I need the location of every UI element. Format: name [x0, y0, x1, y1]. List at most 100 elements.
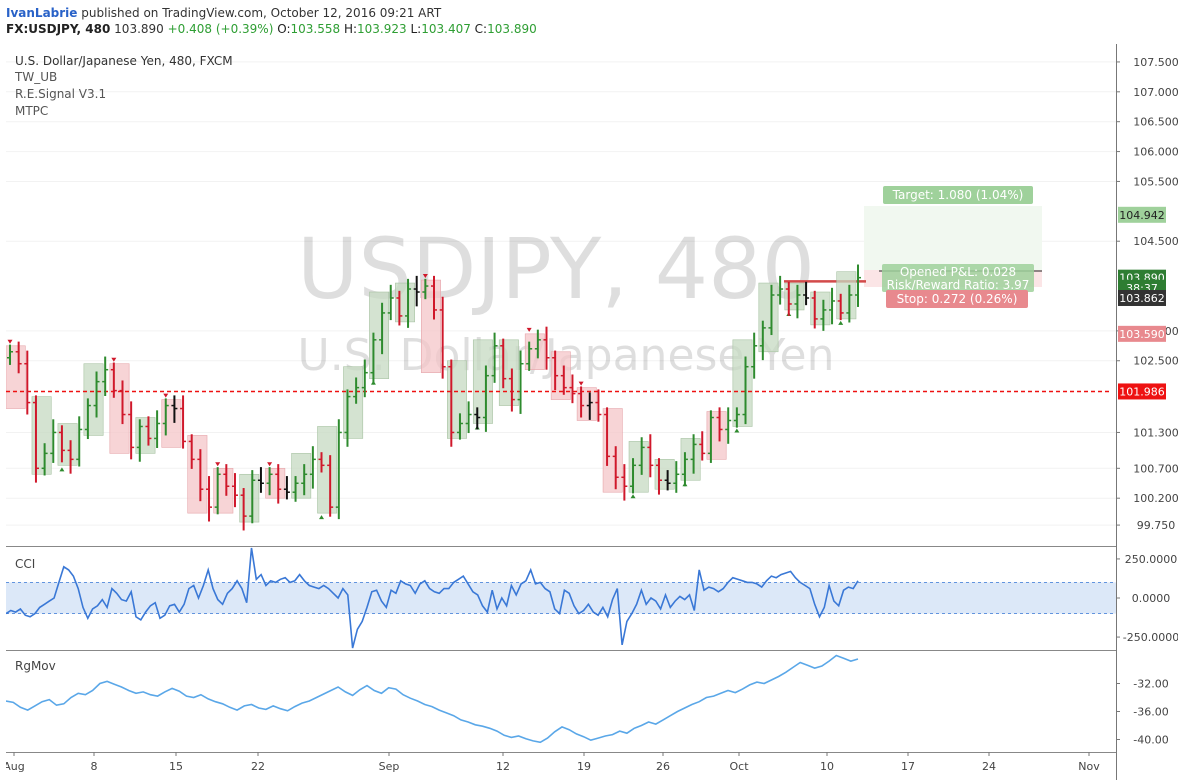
ohlc-line: FX:USDJPY, 480 103.890 +0.408 (+0.39%) O… — [6, 21, 537, 37]
signal-box — [810, 291, 831, 326]
signal-box — [317, 426, 338, 514]
time-tick-label: 10 — [820, 760, 834, 773]
target-zone — [864, 206, 1042, 270]
chart-frame[interactable]: USDJPY, 480 U.S. Dollar/Japanese Yen Tar… — [3, 44, 1179, 780]
price-change: +0.408 (+0.39%) — [167, 22, 274, 36]
price-axis-background — [1116, 44, 1178, 780]
signal-box — [447, 360, 467, 439]
time-tick-label: 17 — [901, 760, 915, 773]
signal-box — [732, 339, 753, 427]
signal-box — [421, 279, 441, 373]
pnl-tag — [882, 264, 1034, 292]
sell-signal-marker — [215, 462, 221, 467]
buy-signal-marker — [630, 494, 636, 499]
open-label: O: — [277, 22, 291, 36]
price-tick-label: 99.750 — [1137, 519, 1176, 532]
buy-signal-marker — [59, 467, 65, 472]
price-gridlines — [6, 61, 1116, 526]
signal-box — [109, 363, 130, 454]
high-value: 103.923 — [357, 22, 407, 36]
signal-box — [239, 473, 260, 523]
time-tick-label: 12 — [496, 760, 510, 773]
price-tick-label: 102.500 — [1133, 355, 1178, 368]
price-tag-label-entry: 103.862 — [1119, 292, 1165, 305]
position-labels: Target: 1.080 (1.04%) Opened P&L: 0.028 … — [882, 186, 1034, 308]
signal-box — [602, 408, 623, 493]
sell-signal-marker — [526, 327, 532, 332]
signal-box — [576, 387, 597, 421]
sell-signal-marker — [163, 393, 169, 398]
stop-tag — [886, 290, 1028, 308]
target-tag — [883, 186, 1033, 204]
low-value: 103.407 — [421, 22, 471, 36]
indicator-resignal[interactable]: R.E.Signal V3.1 — [15, 87, 106, 101]
price-tick-label: 106.500 — [1133, 116, 1178, 129]
cci-pane: CCI — [5, 547, 1116, 649]
signal-box — [472, 339, 493, 424]
buy-signal-marker — [734, 428, 740, 433]
sell-signal-marker — [111, 357, 117, 362]
last-price: 103.890 — [114, 22, 164, 36]
signal-box — [706, 411, 727, 460]
symbol-label[interactable]: FX:USDJPY, 480 — [6, 22, 111, 36]
time-axis[interactable]: Aug 8 15 22 Sep 12 19 26 Oct 10 17 24 Nov — [3, 752, 1100, 773]
stop-label: Stop: 0.272 (0.26%) — [897, 292, 1018, 306]
cci-title: CCI — [15, 557, 35, 571]
price-tick-label: 100.200 — [1133, 492, 1178, 505]
indicator-tick-label: -40.00 — [1133, 734, 1168, 747]
price-tag-label-target: 104.942 — [1119, 209, 1165, 222]
signal-box — [57, 423, 78, 466]
time-tick-label: 19 — [577, 760, 591, 773]
price-axis[interactable]: 107.500 107.000 106.500 106.000 105.500 104.5… — [1116, 44, 1179, 780]
time-tick-label: Sep — [379, 760, 400, 773]
indicator-tick-label: -32.00 — [1133, 678, 1168, 691]
price-tag-label-stop: 103.590 — [1119, 328, 1165, 341]
price-tag-stop — [1118, 325, 1166, 342]
signal-box — [784, 282, 805, 311]
price-tick-label: 106.000 — [1133, 146, 1178, 159]
chart-legend: U.S. Dollar/Japanese Yen, 480, FXCM TW_U… — [14, 54, 233, 118]
chart-header: IvanLabrie published on TradingView.com,… — [0, 0, 1184, 44]
target-label: Target: 1.080 (1.04%) — [892, 188, 1024, 202]
sell-signal-marker — [7, 339, 13, 344]
open-value: 103.558 — [290, 22, 341, 36]
signal-box — [83, 363, 104, 436]
indicator-tw-ub[interactable]: TW_UB — [14, 70, 57, 84]
time-tick-label: Aug — [6, 760, 25, 773]
price-tag-target — [1118, 206, 1166, 223]
close-label: C: — [474, 22, 488, 36]
publish-line: IvanLabrie published on TradingView.com,… — [6, 5, 441, 21]
indicator-mtpc[interactable]: MTPC — [15, 104, 48, 118]
rr-label: Risk/Reward Ratio: 3.97 — [887, 278, 1030, 292]
rgmov-title: RgMov — [15, 659, 56, 673]
signal-box — [498, 339, 519, 406]
plot-background — [6, 44, 1116, 780]
author-link[interactable]: IvanLabrie — [6, 6, 78, 20]
signal-box — [5, 345, 26, 409]
price-tag-label-level: 101.986 — [1119, 385, 1165, 398]
chart-svg[interactable]: USDJPY, 480 U.S. Dollar/Japanese Yen Tar… — [3, 44, 1179, 780]
time-tick-label: 24 — [982, 760, 996, 773]
signal-box — [187, 435, 208, 514]
sell-signal-marker — [267, 462, 273, 467]
indicator-tick-label: -250.0000 — [1123, 631, 1178, 644]
time-tick-label: 15 — [169, 760, 183, 773]
buy-signal-marker — [838, 320, 844, 325]
cci-line — [5, 547, 859, 649]
signal-box — [836, 271, 857, 320]
indicator-tick-label: 0.0000 — [1132, 592, 1171, 605]
time-tick-label: 8 — [91, 760, 98, 773]
price-tick-label: 101.300 — [1133, 426, 1178, 439]
price-tag-level — [1118, 383, 1166, 400]
indicator-tick-label: 250.0000 — [1125, 553, 1178, 566]
buy-signal-marker — [319, 515, 325, 520]
sell-signal-marker — [578, 381, 584, 386]
time-tick-label: Oct — [729, 760, 749, 773]
signal-box — [31, 396, 52, 475]
price-tag-entry — [1118, 289, 1166, 306]
signal-box — [628, 441, 649, 493]
low-label: L: — [410, 22, 422, 36]
high-label: H: — [343, 22, 358, 36]
time-tick-label: 26 — [656, 760, 670, 773]
price-tick-label: 107.500 — [1133, 56, 1178, 69]
